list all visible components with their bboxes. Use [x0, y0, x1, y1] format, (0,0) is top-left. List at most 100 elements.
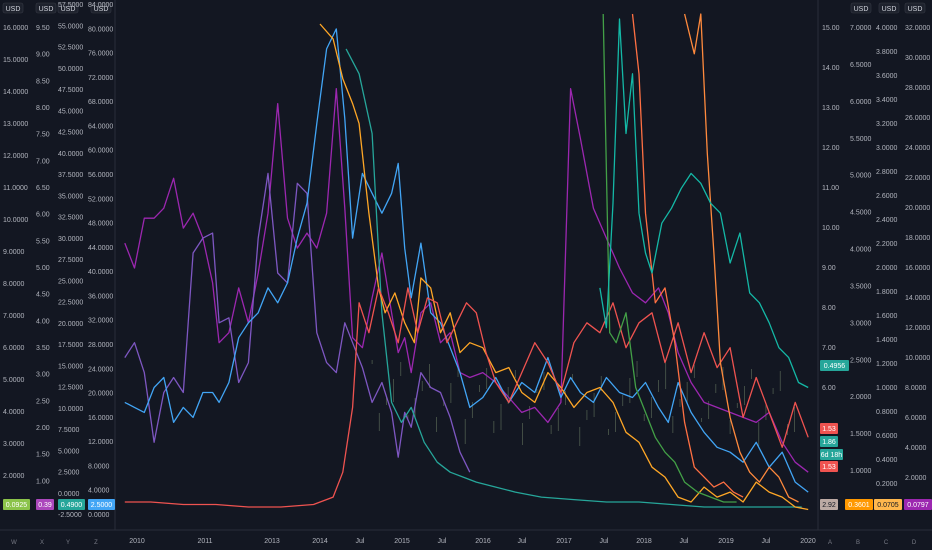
scale-currency-header[interactable]	[850, 2, 872, 14]
time-axis-label: 2010	[129, 538, 145, 545]
price-scale-tick-label: 16.0000	[3, 25, 28, 32]
price-scale-tick-label: 42.5000	[58, 130, 83, 137]
scale-currency-header[interactable]	[904, 2, 926, 14]
last-value-badge	[820, 436, 838, 447]
price-scale-tick-label: 3.0000	[850, 320, 872, 327]
time-axis-label: 2015	[394, 538, 410, 545]
scale-corner-label: D	[912, 540, 917, 546]
price-scale-tick-label: 5.0000	[58, 448, 80, 455]
price-scale-tick-label: 52.0000	[88, 196, 113, 203]
price-scale-tick-label: 55.0000	[58, 23, 83, 30]
price-scale-tick-label: 8.0000	[905, 385, 927, 392]
price-scale-tick-label: 0.0000	[88, 512, 110, 519]
price-scale-tick-label: 1.8000	[876, 289, 898, 296]
last-value-badge	[820, 423, 838, 434]
price-scale-tick-label: 40.0000	[88, 269, 113, 276]
scale-corner-label: X	[40, 540, 44, 546]
price-scale-tick-label: 3.0000	[3, 441, 25, 448]
price-scale-tick-label: 1.4000	[876, 337, 898, 344]
price-scale-tick-label: 12.0000	[905, 325, 930, 332]
price-scale-tick-label: 1.2000	[876, 361, 898, 368]
price-scale-tick-label: 4.0000	[88, 488, 110, 495]
price-scale-tick-label: 1.00	[36, 478, 50, 485]
time-axis-label: 2017	[556, 538, 572, 545]
scale-currency-header[interactable]	[57, 2, 79, 14]
price-scale-tick-label: 15.00	[822, 25, 840, 32]
price-scale-tick-label: 8.00	[822, 305, 836, 312]
price-scale-tick-label: 2.50	[36, 398, 50, 405]
price-scale-tick-label: 7.0000	[3, 313, 25, 320]
price-scale-tick-label: 2.5000	[850, 357, 872, 364]
price-scale-tick-label: 6.5000	[850, 62, 872, 69]
price-scale-tick-label: 40.0000	[58, 151, 83, 158]
price-scale-tick-label: 37.5000	[58, 172, 83, 179]
price-scale-tick-label: 10.0000	[58, 406, 83, 413]
scale-currency-header[interactable]	[35, 2, 57, 14]
price-scale-tick-label: 57.5000	[58, 2, 83, 9]
price-scale-tick-label: 28.0000	[88, 342, 113, 349]
price-scale-tick-label: 7.0000	[850, 25, 872, 32]
scale-currency-header[interactable]	[90, 2, 112, 14]
scale-corner-label: B	[856, 540, 860, 546]
time-axis-label: 2013	[264, 538, 280, 545]
price-scale-tick-label: 11.00	[822, 185, 839, 192]
price-scale-tick-label: 6.50	[36, 185, 50, 192]
last-value-badge	[845, 499, 873, 510]
scale-currency-header[interactable]	[2, 2, 24, 14]
price-scale-tick-label: 15.0000	[58, 363, 83, 370]
price-scale-tick-label: 9.00	[822, 265, 836, 272]
last-value-badge	[36, 499, 54, 510]
price-scale-tick-label: 2.8000	[876, 169, 898, 176]
scale-currency-header[interactable]	[878, 2, 900, 14]
scale-corner-label: Z	[94, 540, 98, 546]
price-scale-tick-label: 14.00	[822, 65, 840, 72]
scale-currency-label: USD	[6, 6, 21, 13]
price-scale-tick-label: 2.5000	[58, 470, 80, 477]
price-scale-tick-label: 12.00	[822, 145, 840, 152]
price-scale-tick-label: 1.50	[36, 452, 50, 459]
price-scale-tick-label: 26.0000	[905, 115, 930, 122]
price-scale-tick-label: 47.5000	[58, 87, 83, 94]
price-scale-tick-label: 4.0000	[850, 247, 872, 254]
last-value-label: 0.39	[38, 502, 52, 509]
price-scale-tick-label: 3.8000	[876, 49, 898, 56]
price-scale-tick-label: 13.0000	[3, 121, 28, 128]
last-value-label: 0.4900	[61, 502, 83, 509]
price-scale-tick-label: 0.6000	[876, 433, 898, 440]
price-scale-tick-label: 32.5000	[58, 215, 83, 222]
time-axis-label: 2016	[475, 538, 491, 545]
last-value-badge	[904, 499, 932, 510]
last-value-label: 0.0797	[907, 502, 929, 509]
price-scale-tick-label: 2.4000	[876, 217, 898, 224]
price-scale-tick-label: 5.50	[36, 238, 50, 245]
price-scale-tick-label: 16.0000	[905, 265, 930, 272]
time-axis-label: 2018	[636, 538, 652, 545]
price-scale-tick-label: 80.0000	[88, 26, 113, 33]
time-axis-label: Jul	[356, 538, 365, 545]
time-axis-label: 2019	[718, 538, 734, 545]
scale-currency-label: USD	[39, 6, 54, 13]
price-scale-tick-label: 16.0000	[88, 415, 113, 422]
price-scale-tick-label: 27.5000	[58, 257, 83, 264]
last-value-label: 2.5000	[91, 502, 113, 509]
price-scale-tick-label: 3.4000	[876, 97, 898, 104]
price-scale-tick-label: 32.0000	[905, 25, 930, 32]
time-axis-label: Jul	[680, 538, 689, 545]
series-line	[124, 172, 471, 473]
scale-corner-label: A	[828, 540, 832, 546]
last-value-label: 0.3601	[848, 502, 870, 509]
price-scale-tick-label: 4.0000	[3, 409, 25, 416]
price-scale-tick-label: 13.00	[822, 105, 840, 112]
last-value-label: 2.92	[822, 502, 836, 509]
price-scale-tick-label: 45.0000	[58, 108, 83, 115]
price-scale-tick-label: 10.0000	[905, 355, 930, 362]
price-scale-tick-label: 1.5000	[850, 431, 872, 438]
time-axis-label: Jul	[518, 538, 527, 545]
scale-corner-label: C	[884, 540, 889, 546]
price-scale-tick-label: 12.5000	[58, 385, 83, 392]
price-scale-tick-label: 32.0000	[88, 318, 113, 325]
scale-currency-label: USD	[94, 6, 109, 13]
time-axis-label: Jul	[762, 538, 771, 545]
series-line	[319, 23, 809, 511]
